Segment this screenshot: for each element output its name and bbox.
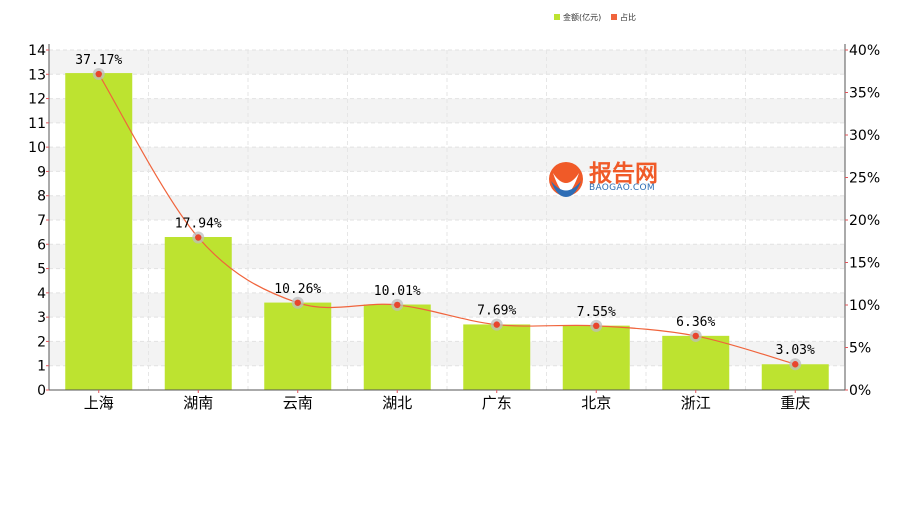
bar bbox=[363, 304, 431, 390]
legend: 金额(亿元) 占比 bbox=[554, 12, 636, 22]
left-tick-label: 6 bbox=[37, 237, 46, 253]
right-tick-label: 15% bbox=[849, 256, 880, 272]
left-tick-label: 14 bbox=[28, 43, 46, 59]
right-tick-label: 25% bbox=[849, 171, 880, 187]
plot-band bbox=[49, 50, 845, 75]
legend-amount-label: 金额(亿元) bbox=[563, 12, 601, 22]
right-tick-label: 20% bbox=[849, 213, 880, 229]
left-tick-label: 1 bbox=[37, 359, 46, 375]
watermark-domain-text: BAOGAO.COM bbox=[589, 183, 655, 193]
left-tick-label: 3 bbox=[37, 310, 46, 326]
left-tick-label: 4 bbox=[37, 286, 46, 302]
category-label: 浙江 bbox=[681, 394, 711, 412]
left-tick-label: 5 bbox=[37, 262, 46, 278]
share-data-label: 7.69% bbox=[477, 304, 516, 319]
share-point bbox=[493, 321, 500, 328]
left-tick-label: 2 bbox=[37, 334, 46, 350]
share-data-label: 3.03% bbox=[776, 343, 815, 358]
category-label: 云南 bbox=[283, 394, 313, 412]
left-tick-label: 10 bbox=[28, 140, 46, 156]
share-point bbox=[195, 234, 202, 241]
right-tick-label: 0% bbox=[849, 383, 871, 399]
left-tick-label: 13 bbox=[28, 67, 46, 83]
share-point bbox=[792, 361, 799, 368]
legend-amount-swatch bbox=[554, 14, 560, 20]
grid-lines bbox=[49, 49, 845, 390]
legend-share-label: 占比 bbox=[620, 12, 636, 22]
share-data-label: 10.26% bbox=[274, 282, 321, 297]
category-label: 北京 bbox=[581, 394, 611, 412]
bar bbox=[65, 73, 133, 391]
bar bbox=[264, 302, 332, 390]
category-label: 广东 bbox=[482, 394, 512, 412]
right-axis-ticks: 0% 5% 10% 15% 20% 25% 30% 35% 40% bbox=[845, 43, 880, 399]
share-points bbox=[92, 68, 802, 371]
brand-logo-icon bbox=[549, 162, 583, 197]
left-tick-label: 8 bbox=[37, 189, 46, 205]
right-tick-label: 30% bbox=[849, 128, 880, 144]
share-data-label: 10.01% bbox=[374, 284, 421, 299]
bar bbox=[662, 335, 730, 390]
category-labels: 上海 湖南 云南 湖北 广东 北京 浙江 重庆 bbox=[84, 390, 810, 412]
share-point bbox=[692, 332, 699, 340]
left-tick-label: 0 bbox=[37, 383, 46, 399]
share-point bbox=[294, 299, 301, 306]
watermark-brand-text: 报告网 bbox=[589, 161, 658, 187]
right-tick-label: 10% bbox=[849, 298, 880, 314]
bar bbox=[562, 325, 630, 390]
right-tick-label: 40% bbox=[849, 43, 880, 59]
right-tick-label: 35% bbox=[849, 86, 880, 102]
share-point bbox=[95, 70, 102, 78]
share-point bbox=[593, 322, 600, 330]
share-data-label: 37.17% bbox=[75, 53, 122, 68]
right-tick-label: 5% bbox=[849, 341, 871, 357]
left-tick-label: 11 bbox=[28, 116, 46, 132]
left-tick-label: 12 bbox=[28, 92, 46, 108]
bar bbox=[164, 237, 232, 390]
category-label: 重庆 bbox=[780, 394, 810, 412]
share-labels: 37.17% 17.94% 10.26% 10.01% 7.69% 7.55% 6.36% 3… bbox=[75, 53, 815, 358]
left-tick-label: 9 bbox=[37, 164, 46, 180]
bar bbox=[463, 324, 531, 390]
bar-series bbox=[65, 73, 829, 391]
category-label: 上海 bbox=[84, 394, 114, 412]
share-data-label: 17.94% bbox=[175, 217, 222, 232]
legend-share-swatch bbox=[611, 14, 617, 20]
watermark: 报告网 BAOGAO.COM bbox=[549, 161, 658, 197]
share-point bbox=[394, 301, 401, 309]
axes bbox=[48, 44, 846, 391]
share-data-label: 7.55% bbox=[577, 305, 616, 320]
share-data-label: 6.36% bbox=[676, 315, 715, 330]
left-tick-label: 7 bbox=[37, 213, 46, 229]
category-label: 湖南 bbox=[183, 394, 213, 412]
category-label: 湖北 bbox=[382, 394, 412, 412]
